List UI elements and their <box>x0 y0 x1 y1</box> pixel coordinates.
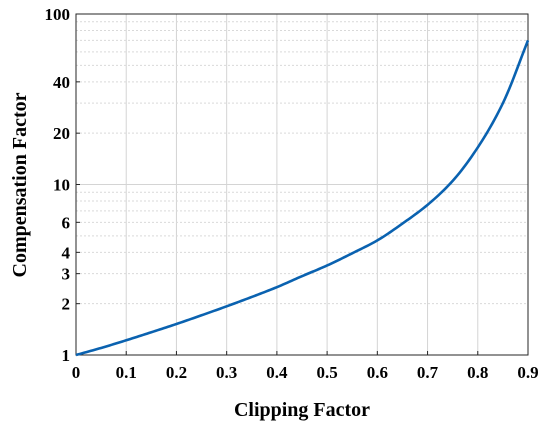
y-tick-label: 20 <box>53 124 70 143</box>
curve-layer <box>75 39 530 357</box>
x-tick-label: 0.5 <box>316 363 337 382</box>
grid-lines <box>75 13 529 356</box>
x-tick-label: 0.7 <box>417 363 439 382</box>
x-tick-label: 0.4 <box>266 363 288 382</box>
y-tick-label: 2 <box>62 295 71 314</box>
x-tick-labels: 0 0.1 0.2 0.3 0.4 0.5 0.6 0.7 0.8 0.9 <box>72 363 539 382</box>
x-tick-label: 0.3 <box>216 363 237 382</box>
y-tick-label: 6 <box>62 213 71 232</box>
x-tick-label: 0 <box>72 363 81 382</box>
y-tick-label: 100 <box>45 5 71 24</box>
y-tick-label: 40 <box>53 73 70 92</box>
series-line <box>75 39 530 357</box>
y-tick-label: 1 <box>62 346 71 365</box>
y-tick-label: 10 <box>53 176 70 195</box>
x-tick-label: 0.1 <box>116 363 137 382</box>
x-tick-label: 0.2 <box>166 363 187 382</box>
plot-frame <box>75 13 529 356</box>
y-tick-label: 3 <box>62 265 71 284</box>
y-axis-label: Compensation Factor <box>9 92 31 277</box>
x-tick-label: 0.9 <box>517 363 538 382</box>
y-tick-labels: 1 2 3 4 6 10 20 40 100 <box>45 5 71 365</box>
x-axis-label: Clipping Factor <box>234 399 370 421</box>
x-tick-label: 0.8 <box>467 363 488 382</box>
x-tick-label: 0.6 <box>367 363 388 382</box>
y-tick-label: 4 <box>62 243 71 262</box>
